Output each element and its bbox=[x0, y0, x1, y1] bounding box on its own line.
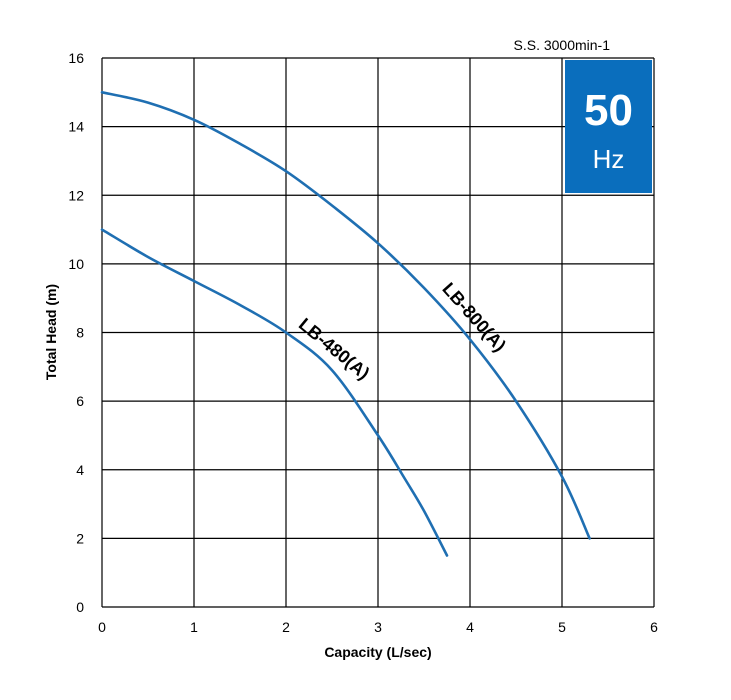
y-tick-labels: 0 2 4 6 8 10 12 14 16 bbox=[68, 50, 84, 615]
y-tick-label: 0 bbox=[76, 599, 84, 615]
frequency-badge: 50 Hz bbox=[565, 60, 652, 193]
y-tick-label: 2 bbox=[76, 530, 84, 546]
y-axis-label: Total Head (m) bbox=[43, 284, 59, 380]
x-tick-label: 3 bbox=[374, 619, 382, 635]
x-tick-label: 4 bbox=[466, 619, 474, 635]
curves bbox=[100, 91, 591, 557]
y-tick-label: 12 bbox=[68, 187, 84, 203]
y-tick-label: 16 bbox=[68, 50, 84, 66]
speed-annotation: S.S. 3000min-1 bbox=[514, 37, 611, 53]
y-tick-label: 14 bbox=[68, 119, 84, 135]
y-tick-label: 6 bbox=[76, 393, 84, 409]
grid bbox=[101, 57, 655, 608]
series-labels: LB-800(A)LB-480(A) bbox=[295, 279, 510, 384]
x-tick-label: 6 bbox=[650, 619, 658, 635]
badge-background bbox=[565, 60, 652, 193]
x-tick-label: 5 bbox=[558, 619, 566, 635]
x-tick-label: 1 bbox=[190, 619, 198, 635]
y-tick-label: 8 bbox=[76, 325, 84, 341]
x-axis-label: Capacity (L/sec) bbox=[324, 644, 431, 660]
series-line-lb-800-a bbox=[100, 91, 591, 540]
x-tick-label: 0 bbox=[98, 619, 106, 635]
x-tick-labels: 0 1 2 3 4 5 6 bbox=[98, 619, 658, 635]
y-tick-label: 10 bbox=[68, 256, 84, 272]
y-tick-label: 4 bbox=[76, 462, 84, 478]
badge-number: 50 bbox=[584, 86, 633, 135]
badge-unit: Hz bbox=[593, 144, 625, 174]
x-tick-label: 2 bbox=[282, 619, 290, 635]
series-line-lb-480-a bbox=[100, 228, 449, 557]
